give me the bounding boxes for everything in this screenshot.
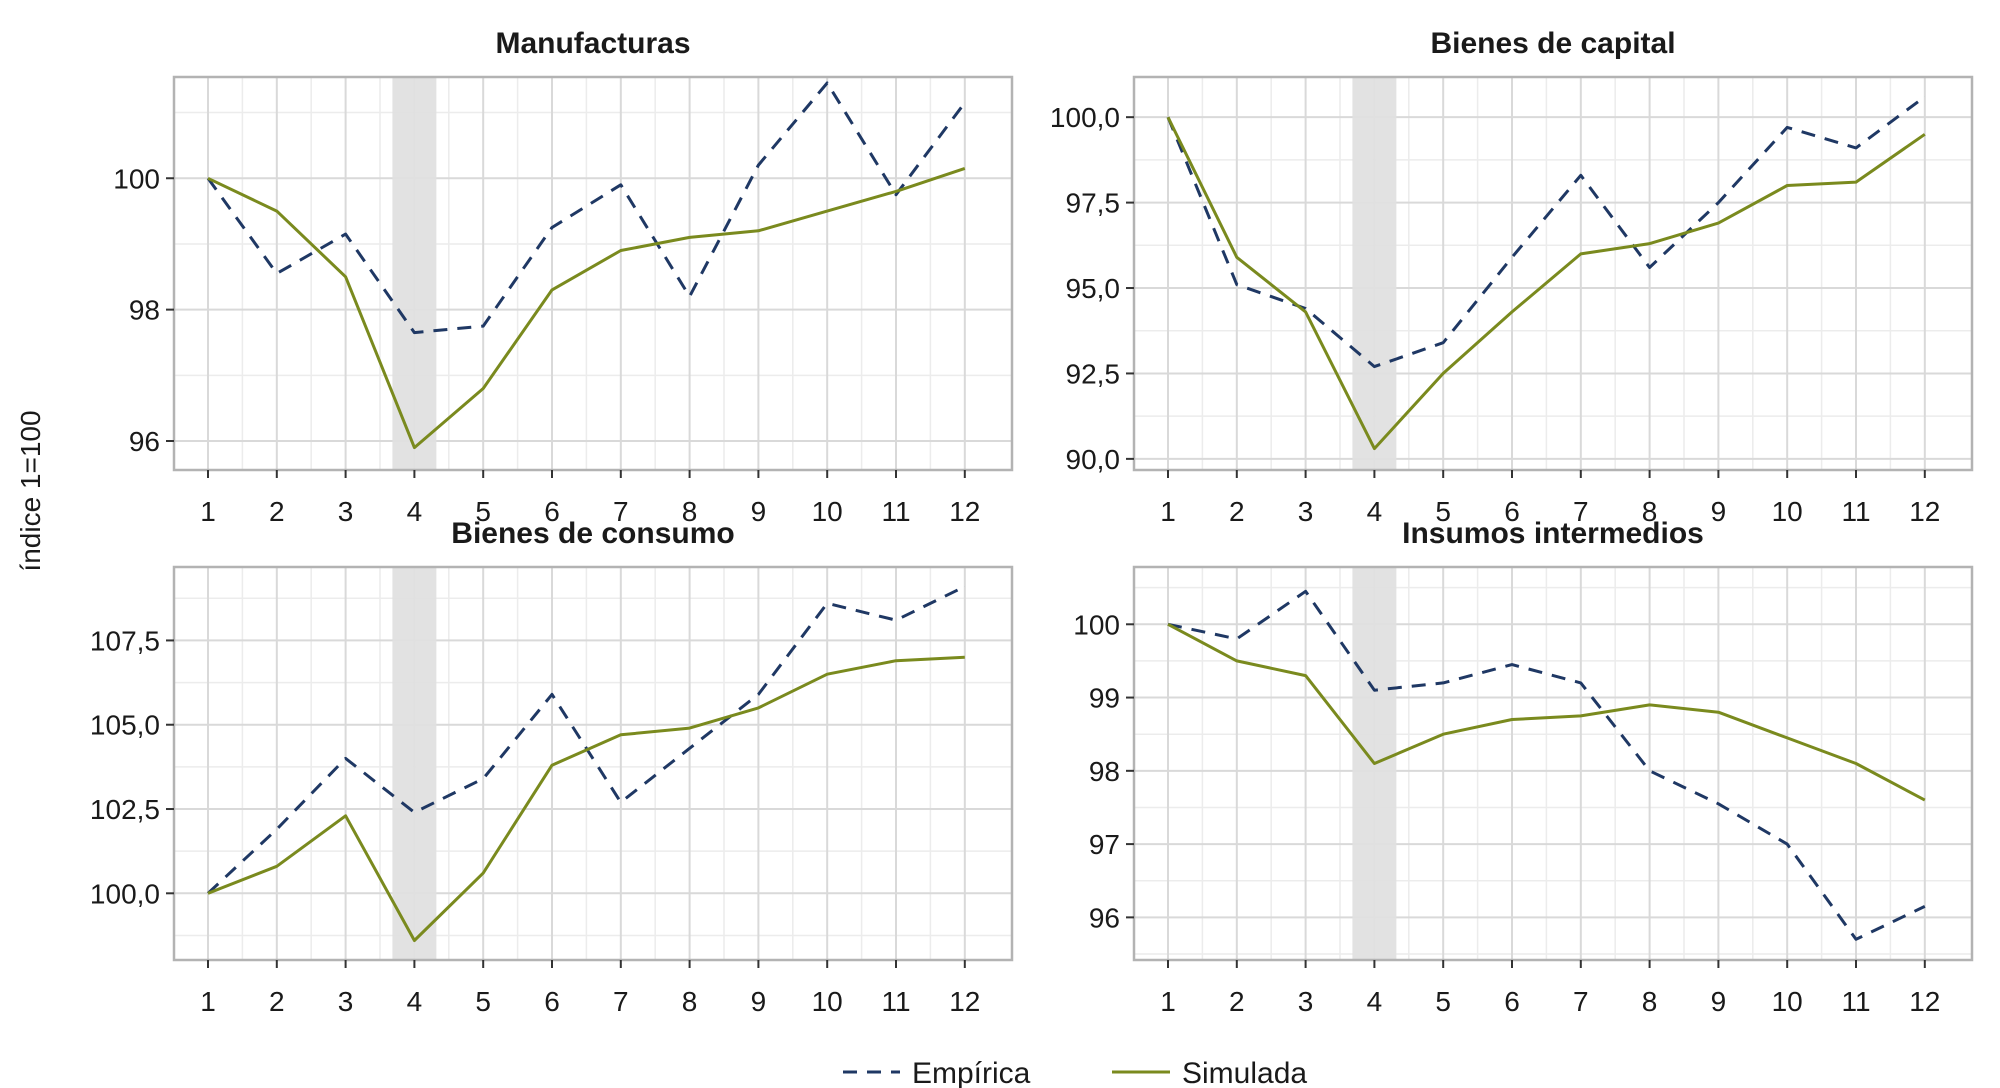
y-tick-label: 97,5 <box>1066 188 1121 219</box>
x-tick-label: 9 <box>1711 496 1727 527</box>
y-tick-label: 105,0 <box>90 710 160 741</box>
x-tick-label: 2 <box>269 496 285 527</box>
x-tick-label: 6 <box>1504 986 1520 1017</box>
x-tick-label: 8 <box>1642 986 1658 1017</box>
x-tick-label: 12 <box>1909 496 1940 527</box>
plot-frame <box>172 565 1014 962</box>
shock-shade <box>392 567 437 960</box>
y-tick-label: 99 <box>1089 683 1120 714</box>
panel-title: Bienes de consumo <box>451 517 734 550</box>
series-line-simulada <box>207 655 965 942</box>
y-tick-label: 102,5 <box>90 794 160 825</box>
x-tick-label: 5 <box>475 496 491 527</box>
plot-area <box>1134 77 1972 470</box>
x-tick-label: 1 <box>1160 496 1176 527</box>
y-tick-label: 100 <box>113 163 160 194</box>
x-tick-label: 2 <box>269 986 285 1017</box>
x-tick-label: 5 <box>1435 986 1451 1017</box>
x-tick-label: 9 <box>751 496 767 527</box>
y-tick-label: 97 <box>1089 829 1120 860</box>
x-tick-label: 8 <box>1642 496 1658 527</box>
x-tick-label: 11 <box>1841 496 1870 527</box>
x-tick-label: 3 <box>1298 986 1314 1017</box>
x-tick-label: 6 <box>1504 496 1520 527</box>
plot-area <box>1134 567 1972 960</box>
panel-title: Manufacturas <box>495 27 690 60</box>
legend: Empírica Simulada <box>843 1057 1307 1088</box>
y-tick-label: 100,0 <box>1050 102 1120 133</box>
y-tick-label: 92,5 <box>1066 358 1121 389</box>
y-tick-label: 98 <box>129 295 160 326</box>
plot-area <box>174 567 1012 960</box>
panel-title: Bienes de capital <box>1430 27 1675 60</box>
panel-title: Insumos intermedios <box>1402 517 1704 550</box>
x-tick-label: 7 <box>1573 496 1589 527</box>
x-tick-label: 2 <box>1229 496 1245 527</box>
shock-shade <box>1352 77 1397 470</box>
y-tick-label: 95,0 <box>1066 273 1121 304</box>
y-tick-label: 98 <box>1089 756 1120 787</box>
x-tick-label: 2 <box>1229 986 1245 1017</box>
series-line-empirica <box>206 585 966 895</box>
x-tick-label: 5 <box>1435 496 1451 527</box>
y-tick-label: 100 <box>1073 609 1120 640</box>
x-tick-label: 11 <box>881 496 910 527</box>
series-line-simulada <box>1166 116 1926 451</box>
series-line-simulada <box>207 166 966 450</box>
x-tick-label: 9 <box>751 986 767 1017</box>
x-tick-label: 11 <box>1841 986 1870 1017</box>
y-tick-label: 96 <box>129 426 160 457</box>
legend-label-empirica: Empírica <box>912 1057 1031 1088</box>
plot-area <box>174 77 1012 470</box>
x-tick-label: 7 <box>613 986 629 1017</box>
x-tick-label: 5 <box>475 986 491 1017</box>
x-tick-label: 8 <box>682 986 698 1017</box>
x-tick-label: 12 <box>949 986 980 1017</box>
x-tick-label: 6 <box>544 496 560 527</box>
x-tick-label: 3 <box>338 986 354 1017</box>
x-tick-label: 8 <box>682 496 698 527</box>
x-tick-label: 10 <box>812 986 843 1017</box>
x-tick-label: 6 <box>544 986 560 1017</box>
x-tick-label: 12 <box>1909 986 1940 1017</box>
x-tick-label: 3 <box>338 496 354 527</box>
legend-label-simulada: Simulada <box>1182 1057 1307 1088</box>
x-tick-label: 4 <box>407 986 423 1017</box>
x-tick-label: 1 <box>1160 986 1176 1017</box>
x-tick-label: 7 <box>1573 986 1589 1017</box>
x-tick-label: 4 <box>1367 496 1383 527</box>
x-tick-label: 1 <box>200 496 216 527</box>
shock-shade <box>392 77 437 470</box>
series-line-simulada <box>1167 622 1926 802</box>
plot-frame <box>1132 75 1974 472</box>
x-tick-label: 3 <box>1298 496 1314 527</box>
x-tick-label: 9 <box>1711 986 1727 1017</box>
x-tick-label: 1 <box>200 986 216 1017</box>
x-tick-label: 7 <box>613 496 629 527</box>
y-axis-label: índice 1=100 <box>15 410 46 571</box>
x-tick-label: 10 <box>812 496 843 527</box>
series-line-empirica <box>206 81 967 335</box>
y-tick-label: 100,0 <box>90 878 160 909</box>
plot-frame <box>1132 565 1974 962</box>
series-line-empirica <box>1167 589 1926 941</box>
plot-frame <box>172 75 1014 472</box>
x-tick-label: 12 <box>949 496 980 527</box>
x-tick-label: 4 <box>1367 986 1383 1017</box>
y-tick-label: 107,5 <box>90 625 160 656</box>
y-tick-label: 96 <box>1089 902 1120 933</box>
x-tick-label: 4 <box>407 496 423 527</box>
x-tick-label: 10 <box>1772 496 1803 527</box>
y-tick-label: 90,0 <box>1066 444 1121 475</box>
x-tick-label: 10 <box>1772 986 1803 1017</box>
x-tick-label: 11 <box>881 986 910 1017</box>
